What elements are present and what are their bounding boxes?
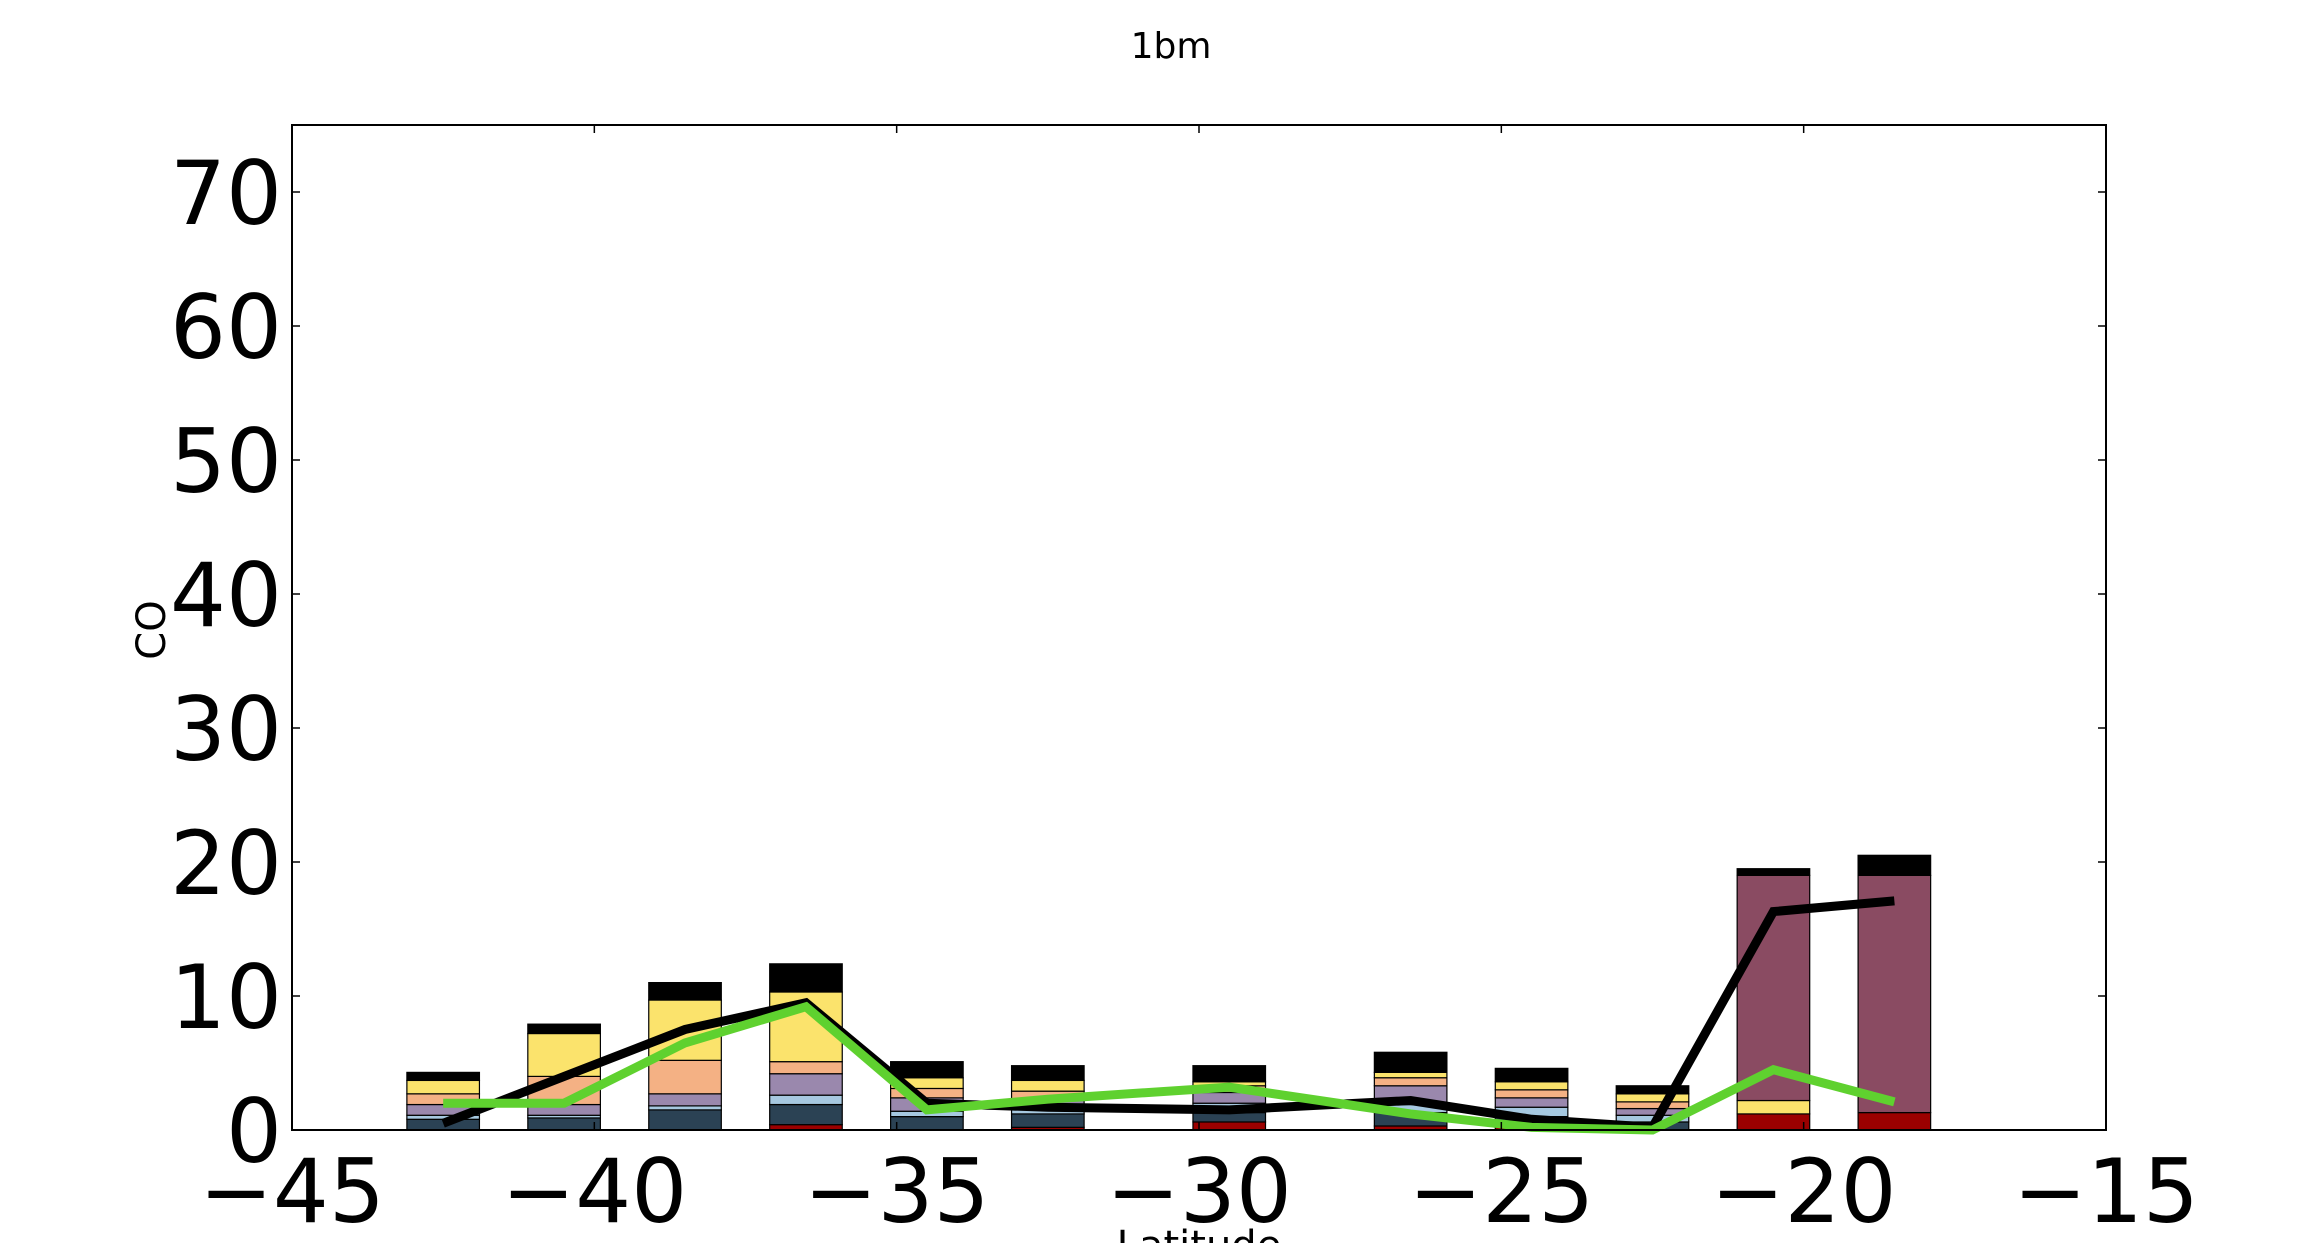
bar-segment: [769, 1073, 843, 1096]
bar-segment: [769, 1094, 843, 1106]
bar-segment: [527, 1117, 601, 1131]
y-axis-label: CO: [129, 600, 175, 659]
bar-segment: [648, 1059, 722, 1095]
bar-segment: [1736, 1099, 1811, 1115]
bar-segment: [1857, 1111, 1932, 1131]
y-tick-label: 10: [170, 946, 282, 1049]
bar-segment: [1857, 874, 1932, 1114]
bar-segment: [769, 1061, 843, 1075]
tick-layer: −45 −40 −35 −30 −25 −20 −15 0 10 20 30 40 50 60 70: [170, 125, 2199, 1243]
x-tick-label: −40: [501, 1140, 687, 1243]
bar-segment: [890, 1061, 964, 1079]
y-tick-label: 20: [170, 812, 282, 915]
bar-segment: [1736, 1113, 1811, 1131]
x-tick-label: −30: [1106, 1140, 1292, 1243]
series-line-1: [441, 896, 1895, 1132]
bar-segment: [1857, 854, 1932, 876]
x-tick-label: −35: [804, 1140, 990, 1243]
bar-segment: [406, 1071, 481, 1082]
x-tick-label: −15: [2013, 1140, 2199, 1243]
bar-segment: [1736, 868, 1811, 877]
y-tick-label: 0: [226, 1080, 282, 1183]
x-tick-label: −25: [1408, 1140, 1594, 1243]
bar-segment: [1373, 1077, 1448, 1087]
series-line-2: [443, 1001, 1896, 1135]
x-axis-label: Latitude: [1117, 1223, 1282, 1243]
x-tick-label: −20: [1711, 1140, 1897, 1243]
x-tick-label: −45: [199, 1140, 385, 1243]
bar-segment: [1494, 1067, 1569, 1083]
line-layer: [441, 896, 1896, 1135]
bar-segment: [648, 1093, 722, 1107]
plot-frame: [291, 124, 2107, 1131]
y-tick-label: 70: [170, 142, 282, 245]
bar-segment: [1373, 1051, 1448, 1073]
bar-segment: [1010, 1065, 1085, 1082]
bar-segment: [1494, 1081, 1569, 1091]
bar-segment: [1615, 1093, 1690, 1103]
bar-segment: [1373, 1071, 1448, 1079]
y-tick-label: 60: [170, 276, 282, 379]
bar-segment: [527, 1023, 601, 1035]
bar-segment: [648, 981, 722, 1001]
bar-segment: [1010, 1079, 1085, 1092]
bar-segment: [769, 1103, 843, 1126]
bar-segment: [648, 1105, 722, 1111]
bar-segment: [1494, 1089, 1569, 1099]
bar-segment: [769, 963, 843, 993]
bar-segment: [1615, 1085, 1690, 1095]
bar-segment: [648, 1109, 722, 1131]
bar-segment: [1494, 1097, 1569, 1108]
bar-segment: [1192, 1121, 1267, 1131]
y-tick-label: 40: [170, 544, 282, 647]
bar-segment: [406, 1079, 481, 1095]
chart-title: 1bm: [1131, 26, 1212, 67]
y-tick-label: 30: [170, 678, 282, 781]
bar-segment: [1615, 1101, 1690, 1110]
bar-segment: [1010, 1113, 1085, 1128]
y-tick-label: 50: [170, 410, 282, 513]
bar-segment: [1192, 1065, 1267, 1083]
bar-segment: [890, 1115, 964, 1131]
